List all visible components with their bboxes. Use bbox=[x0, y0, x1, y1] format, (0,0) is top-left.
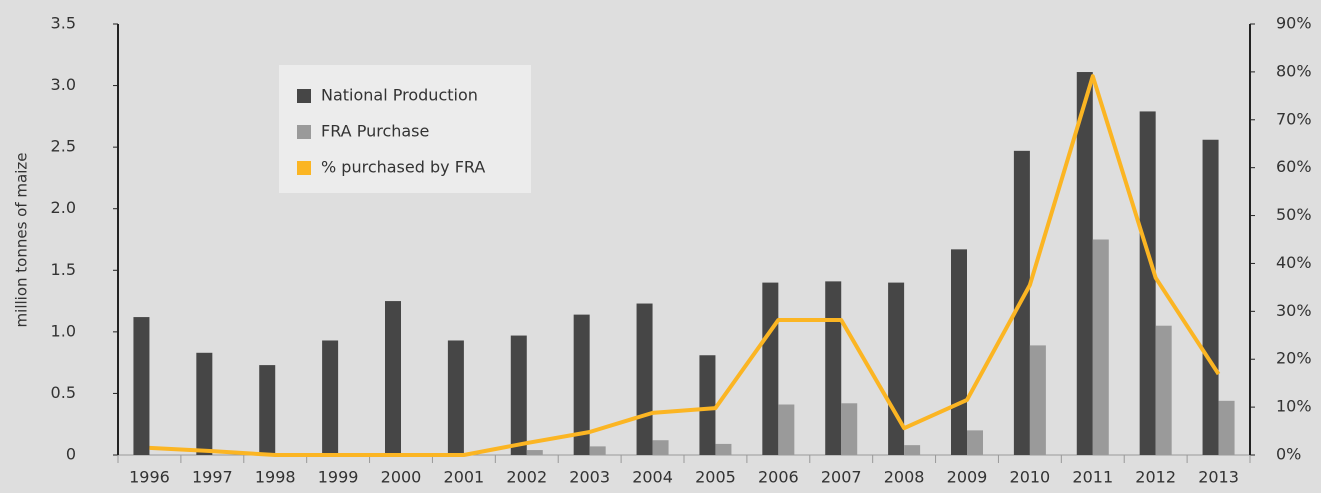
bar bbox=[1202, 139, 1219, 456]
line bbox=[149, 74, 1221, 457]
bar bbox=[259, 365, 276, 455]
x-tick-label: 2008 bbox=[884, 468, 925, 487]
bar bbox=[510, 335, 527, 455]
y2-tick-label: 60% bbox=[1276, 157, 1312, 176]
x-tick-label: 1996 bbox=[129, 468, 170, 487]
x-tick-label: 2013 bbox=[1198, 468, 1239, 487]
legend bbox=[279, 65, 531, 193]
y-tick-label: 3.0 bbox=[51, 75, 76, 94]
y2-tick-label: 70% bbox=[1276, 109, 1312, 128]
y2-tick-label: 40% bbox=[1276, 253, 1312, 272]
legend-label: National Production bbox=[321, 86, 478, 105]
x-tick-label: 2004 bbox=[632, 468, 673, 487]
x-tick-label: 2006 bbox=[758, 468, 799, 487]
x-tick-label: 2002 bbox=[506, 468, 547, 487]
bar bbox=[385, 301, 401, 455]
bar bbox=[888, 282, 905, 455]
y-axis-label: million tonnes of maize bbox=[13, 153, 31, 328]
x-tick-label: 1997 bbox=[192, 468, 233, 487]
y2-tick-label: 80% bbox=[1276, 61, 1312, 80]
y-tick-label: 2.5 bbox=[51, 137, 76, 156]
bar bbox=[322, 340, 339, 455]
x-tick-label: 2001 bbox=[444, 468, 485, 487]
legend-label: % purchased by FRA bbox=[321, 158, 485, 177]
legend-swatch bbox=[297, 161, 311, 175]
y-tick-label: 3.5 bbox=[51, 14, 76, 33]
y2-tick-label: 20% bbox=[1276, 349, 1312, 368]
y2-tick-label: 90% bbox=[1276, 14, 1312, 33]
bar bbox=[778, 404, 795, 455]
y-tick-label: 0.5 bbox=[51, 383, 76, 402]
bar bbox=[133, 317, 150, 455]
bar bbox=[715, 443, 732, 455]
legend-swatch bbox=[297, 125, 311, 139]
y2-tick-label: 10% bbox=[1276, 397, 1312, 416]
bar bbox=[1218, 400, 1235, 455]
bar bbox=[967, 430, 983, 455]
x-tick-label: 2012 bbox=[1135, 468, 1176, 487]
bar bbox=[526, 450, 543, 455]
x-tick-label: 2010 bbox=[1010, 468, 1051, 487]
bar bbox=[1092, 239, 1109, 455]
bar bbox=[841, 403, 858, 455]
x-tick-label: 2007 bbox=[821, 468, 862, 487]
x-tick-label: 2009 bbox=[947, 468, 988, 487]
y-tick-label: 2.0 bbox=[51, 198, 76, 217]
y2-tick-label: 30% bbox=[1276, 301, 1312, 320]
bar bbox=[1155, 325, 1172, 455]
x-tick-label: 1998 bbox=[255, 468, 296, 487]
bar bbox=[573, 314, 590, 455]
bar bbox=[699, 355, 716, 455]
bar bbox=[636, 303, 653, 455]
bar bbox=[762, 282, 779, 455]
bar bbox=[652, 440, 669, 455]
legend-swatch bbox=[297, 89, 311, 103]
legend-label: FRA Purchase bbox=[321, 122, 429, 141]
bar bbox=[1076, 72, 1093, 456]
y-tick-label: 1.5 bbox=[51, 260, 76, 279]
y-tick-label: 1.0 bbox=[51, 321, 76, 340]
y2-tick-label: 0% bbox=[1276, 445, 1301, 464]
y-tick-label: 0 bbox=[66, 445, 76, 464]
x-tick-label: 2003 bbox=[569, 468, 610, 487]
x-tick-label: 2011 bbox=[1072, 468, 1113, 487]
x-tick-label: 2000 bbox=[381, 468, 422, 487]
bar bbox=[196, 352, 213, 455]
bar bbox=[1139, 111, 1156, 455]
bar bbox=[589, 446, 606, 455]
bar bbox=[951, 249, 967, 455]
bar bbox=[825, 281, 842, 455]
x-tick-label: 2005 bbox=[695, 468, 736, 487]
bar bbox=[904, 445, 921, 455]
x-tick-label: 1999 bbox=[318, 468, 359, 487]
bar bbox=[447, 340, 464, 455]
bar bbox=[1029, 345, 1046, 455]
y2-tick-label: 50% bbox=[1276, 205, 1312, 224]
